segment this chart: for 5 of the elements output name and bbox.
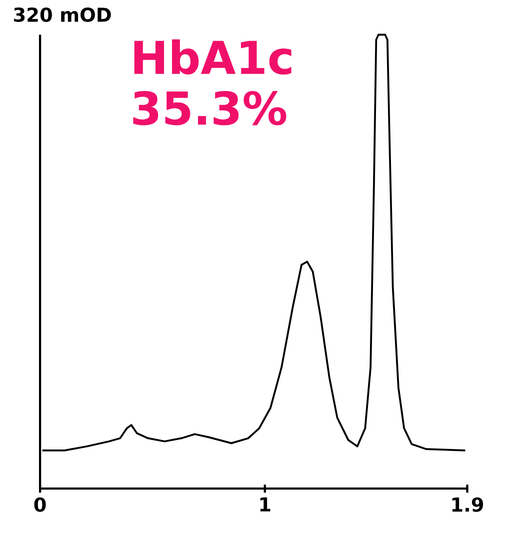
- x-tick-label: 1.9: [452, 497, 484, 512]
- y-axis-title: 320 mOD: [14, 7, 112, 22]
- annotation: HbA1c 35.3%: [133, 39, 292, 126]
- x-tick-label: 0: [34, 497, 46, 512]
- x-tick-label: 1: [260, 497, 270, 512]
